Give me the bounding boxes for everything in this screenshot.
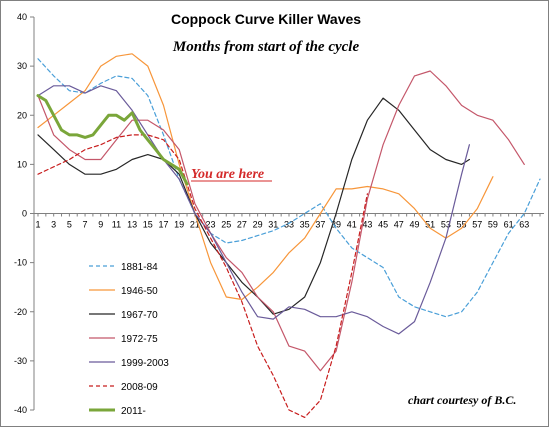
legend-entry: 1967-70	[121, 310, 158, 321]
y-tick-label: -30	[14, 356, 27, 366]
x-tick-label: 63	[519, 220, 529, 230]
x-tick-label: 57	[472, 220, 482, 230]
x-tick-label: 23	[206, 220, 216, 230]
legend-entry: 1946-50	[121, 286, 158, 297]
legend-entry: 1999-2003	[121, 358, 169, 369]
x-tick-label: 49	[409, 220, 419, 230]
y-tick-label: 40	[17, 12, 27, 22]
you-are-here-annotation: You are here	[191, 167, 264, 182]
x-tick-label: 3	[51, 220, 56, 230]
series-line-1881-84	[37, 58, 541, 318]
x-tick-label: 41	[347, 220, 357, 230]
series-line-1972-75	[37, 70, 525, 372]
x-tick-label: 13	[127, 220, 137, 230]
x-tick-label: 33	[284, 220, 294, 230]
x-tick-label: 47	[394, 220, 404, 230]
x-tick-label: 61	[504, 220, 514, 230]
x-tick-label: 15	[143, 220, 153, 230]
x-tick-label: 17	[158, 220, 168, 230]
chart-credit: chart courtesy of B.C.	[408, 393, 516, 407]
series-line-2011-	[36, 94, 189, 186]
y-tick-label: 10	[17, 159, 27, 169]
x-axis: 1 3 5 7 9 11 13 15 17 19 21 23 25 27 29 31 33 35 37 39 41 43 4…	[34, 213, 544, 230]
x-tick-label: 21	[190, 220, 200, 230]
y-tick-label: 30	[17, 61, 27, 71]
y-tick-label: -20	[14, 307, 27, 317]
x-tick-label: 35	[300, 220, 310, 230]
x-tick-label: 19	[174, 220, 184, 230]
chart-subtitle: Months from start of the cycle	[172, 39, 360, 55]
x-tick-label: 39	[331, 220, 341, 230]
legend-entry: 1972-75	[121, 334, 158, 345]
legend-entry: 1881-84	[121, 262, 158, 273]
series-line-1999-2003	[37, 85, 470, 335]
x-tick-label: 9	[98, 220, 103, 230]
x-tick-label: 11	[112, 220, 121, 230]
series-line-1946-50	[37, 53, 494, 301]
x-tick-label: 1	[35, 220, 40, 230]
x-tick-label: 31	[268, 220, 278, 230]
y-tick-label: -10	[14, 258, 27, 268]
x-tick-label: 25	[221, 220, 231, 230]
x-tick-label: 45	[378, 220, 388, 230]
series-line-1967-70	[37, 97, 470, 315]
chart-title: Coppock Curve Killer Waves	[171, 11, 361, 27]
x-tick-label: 5	[67, 220, 72, 230]
series-line-2008-09	[37, 134, 368, 418]
series-lines	[36, 53, 541, 418]
x-tick-label: 43	[362, 220, 372, 230]
legend: 1881-84 1946-50 1967-70 1972-75 1999-2003 200…	[89, 262, 169, 417]
x-tick-label: 51	[425, 220, 435, 230]
legend-entry: 2008-09	[121, 382, 158, 393]
x-tick-label: 55	[457, 220, 467, 230]
x-tick-label: 29	[253, 220, 263, 230]
x-tick-label: 37	[315, 220, 325, 230]
legend-entry: 2011-	[121, 406, 146, 417]
x-tick-label: 27	[237, 220, 247, 230]
y-axis: -40 -30 -20 -10 0 10 20 30 40	[14, 12, 35, 415]
y-tick-label: 20	[17, 110, 27, 120]
x-tick-label: 59	[488, 220, 498, 230]
x-tick-label: 7	[83, 220, 88, 230]
y-tick-label: -40	[14, 405, 27, 415]
x-tick-label: 53	[441, 220, 451, 230]
y-tick-label: 0	[22, 209, 27, 219]
